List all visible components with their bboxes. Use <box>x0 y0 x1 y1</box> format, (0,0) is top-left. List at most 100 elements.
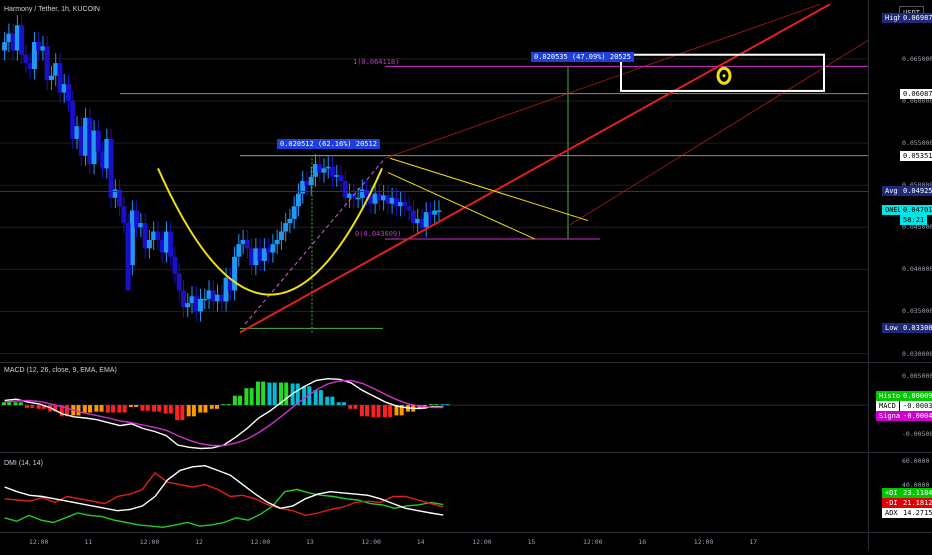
candle-body <box>295 193 301 207</box>
macd-histogram-bar <box>336 402 341 406</box>
candle-body <box>406 206 412 211</box>
macd-histogram-bar <box>382 405 387 418</box>
macd-histogram-bar <box>36 405 41 409</box>
time-tick-label: 14 <box>416 538 425 546</box>
macd-histogram-bar <box>261 381 266 406</box>
price-tick-label: 0.065000 <box>902 54 932 63</box>
price-tick-label: 0.030000 <box>902 349 932 358</box>
candle-body <box>398 202 404 207</box>
macd-histogram-bar <box>140 405 145 411</box>
high-tag: 0.069877 <box>900 12 932 23</box>
macd-tick-label: -0.005000 <box>902 430 932 439</box>
level-tag-60879: 0.060879 <box>900 88 932 99</box>
time-tick-label: 17 <box>749 538 758 546</box>
macd-histogram-bar <box>255 381 260 406</box>
candle-body <box>180 290 186 308</box>
candle-body <box>436 210 442 212</box>
macd-histogram-bar <box>76 405 81 416</box>
candle-body <box>155 231 161 240</box>
candle-body <box>44 46 50 80</box>
candle-body <box>376 193 382 201</box>
signal-tag: -0.000412 <box>900 411 932 421</box>
macd-histogram-bar <box>353 405 358 409</box>
candle-body <box>253 248 259 266</box>
macd-histogram-bar <box>53 405 58 412</box>
last-price-tag-label: ONEUSDT <box>882 205 918 216</box>
candle-body <box>300 181 306 194</box>
target-dot <box>722 74 726 78</box>
macd-histogram-bar <box>64 405 69 417</box>
macd-histogram-bar <box>325 396 330 406</box>
candle-body <box>172 256 178 274</box>
macd-histogram-bar <box>267 382 272 406</box>
candle-body <box>385 195 391 204</box>
macd-histogram-bar <box>440 404 445 406</box>
signal-tag-label: Signal <box>876 411 908 421</box>
level-tag-53512: 0.053512 <box>900 150 932 161</box>
macd-histogram-bar <box>203 405 208 413</box>
macd-tag-label: MACD <box>876 401 899 411</box>
candle-body <box>14 25 20 51</box>
candle-body <box>381 195 387 201</box>
measure-box-1: 0.020512 (62.16%) 20512 <box>277 138 380 149</box>
target-box <box>620 53 825 92</box>
candle-body <box>415 218 421 224</box>
macd-histogram-bar <box>371 405 376 418</box>
macd-histogram-bar <box>88 405 93 413</box>
macd-histogram-bar <box>7 402 12 406</box>
candle-body <box>112 189 118 198</box>
candle-body <box>274 239 280 245</box>
candle-body <box>393 197 399 207</box>
macd-histogram-bar <box>163 405 168 414</box>
macd-histogram-bar <box>134 405 139 407</box>
candle-body <box>100 151 106 169</box>
candle-body <box>312 164 318 177</box>
candle-body <box>202 298 208 301</box>
macd-histogram-bar <box>198 405 203 413</box>
time-tick-label: 15 <box>527 538 536 546</box>
low-tag-label: Low <box>882 323 901 334</box>
time-tick-label: 13 <box>305 538 314 546</box>
histogram-tag-label: Histogram <box>876 391 920 401</box>
price-tick-label: 0.035000 <box>902 307 932 316</box>
macd-histogram-bar <box>18 402 23 406</box>
macd-histogram-bar <box>272 382 277 406</box>
candle-body <box>249 248 255 266</box>
candle-body <box>330 166 336 177</box>
target-circle <box>716 66 732 85</box>
candle-body <box>129 210 135 266</box>
minus-di-tag-label: -DI <box>882 498 901 508</box>
macd-histogram-bar <box>318 390 323 406</box>
macd-histogram-bar <box>94 405 99 412</box>
candle-body <box>402 202 408 207</box>
candle-body <box>257 248 263 261</box>
candle-body <box>206 290 212 299</box>
macd-histogram-bar <box>388 405 393 418</box>
candle-body <box>359 189 365 198</box>
adx-tag-label: ADX <box>882 508 901 518</box>
candle-body <box>57 63 63 93</box>
macd-histogram-bar <box>295 383 300 406</box>
macd-histogram-bar <box>302 386 307 406</box>
candle-body <box>185 303 191 308</box>
candle-body <box>227 277 233 291</box>
time-tick-label: 11 <box>84 538 93 546</box>
candle-body <box>240 239 246 245</box>
macd-histogram-bar <box>99 405 104 412</box>
candle-body <box>108 138 114 198</box>
candle-body <box>65 84 71 102</box>
candle-body <box>355 197 361 200</box>
candle-body <box>121 206 127 224</box>
macd-histogram-bar <box>117 405 122 413</box>
macd-histogram-bar <box>128 405 133 407</box>
candle-body <box>168 231 174 257</box>
candle-body <box>427 212 433 215</box>
time-tick-label: 12:00 <box>28 538 49 546</box>
candle-body <box>104 138 110 169</box>
macd-histogram-bar <box>394 405 399 416</box>
candle-body <box>270 244 276 253</box>
macd-histogram-bar <box>180 405 185 421</box>
plus-di-line <box>4 488 444 529</box>
